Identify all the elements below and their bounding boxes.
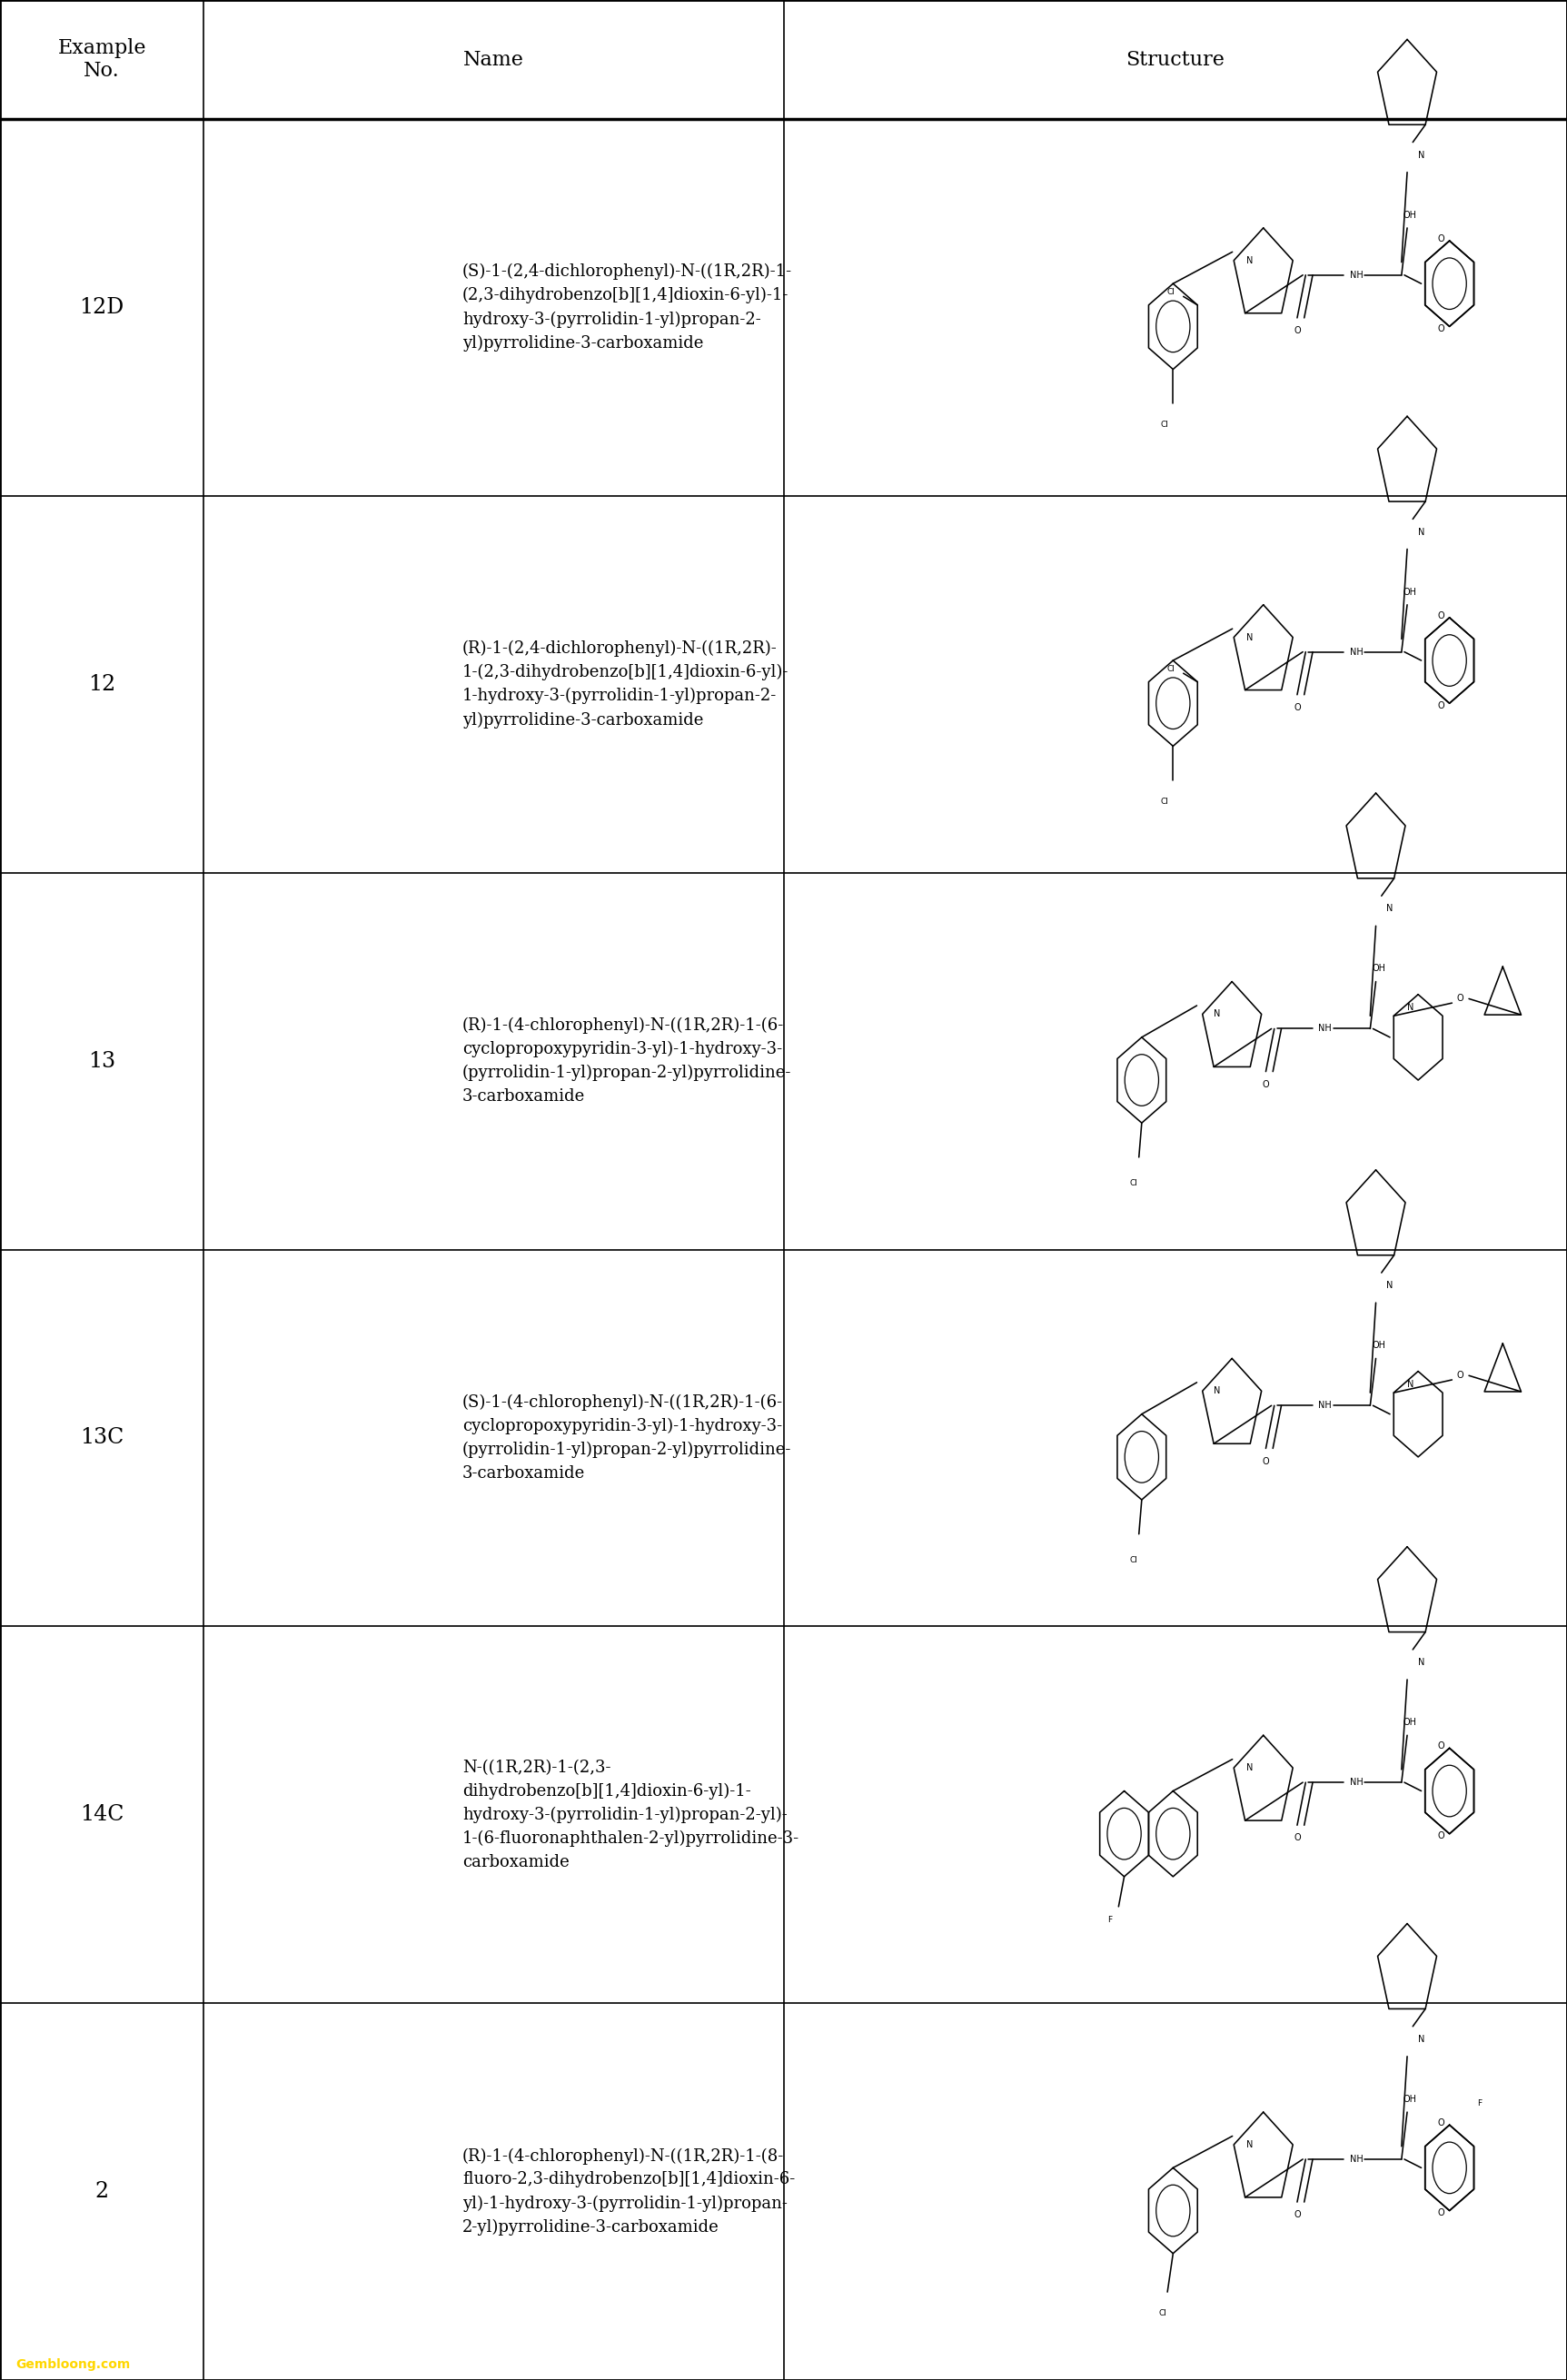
Text: NH: NH	[1349, 2154, 1363, 2163]
Text: NH: NH	[1349, 1778, 1363, 1787]
Text: OH: OH	[1371, 964, 1385, 973]
Text: O: O	[1294, 326, 1301, 336]
Text: N: N	[1213, 1388, 1221, 1395]
Text: O: O	[1294, 702, 1301, 712]
Text: N: N	[1418, 528, 1424, 536]
Text: (R)-1-(2,4-dichlorophenyl)-N-((1R,2R)-
1-(2,3-dihydrobenzo[b][1,4]dioxin-6-yl)-
: (R)-1-(2,4-dichlorophenyl)-N-((1R,2R)- 1…	[462, 640, 788, 728]
Text: 13: 13	[88, 1050, 116, 1071]
Text: O: O	[1437, 233, 1445, 243]
Text: Cl: Cl	[1130, 1178, 1138, 1188]
Text: Example
No.: Example No.	[58, 38, 146, 81]
Text: (R)-1-(4-chlorophenyl)-N-((1R,2R)-1-(8-
fluoro-2,3-dihydrobenzo[b][1,4]dioxin-6-: (R)-1-(4-chlorophenyl)-N-((1R,2R)-1-(8- …	[462, 2147, 794, 2235]
Text: O: O	[1437, 1742, 1445, 1752]
Text: Cl: Cl	[1167, 664, 1175, 674]
Text: N: N	[1246, 1764, 1252, 1773]
Text: N: N	[1418, 2035, 1424, 2044]
Text: OH: OH	[1402, 1718, 1417, 1728]
Text: NH: NH	[1318, 1023, 1332, 1033]
Text: N: N	[1387, 1280, 1393, 1290]
Text: O: O	[1294, 2211, 1301, 2221]
Text: NH: NH	[1318, 1402, 1332, 1409]
Text: N-((1R,2R)-1-(2,3-
dihydrobenzo[b][1,4]dioxin-6-yl)-1-
hydroxy-3-(pyrrolidin-1-y: N-((1R,2R)-1-(2,3- dihydrobenzo[b][1,4]d…	[462, 1759, 799, 1871]
Text: NH: NH	[1349, 271, 1363, 278]
Text: O: O	[1437, 612, 1445, 621]
Text: O: O	[1437, 2209, 1445, 2218]
Text: Gembloong.com: Gembloong.com	[16, 2359, 130, 2370]
Text: OH: OH	[1402, 2094, 1417, 2104]
Text: N: N	[1418, 150, 1424, 159]
Text: 12D: 12D	[80, 298, 124, 319]
Text: Name: Name	[464, 50, 523, 69]
Text: N: N	[1387, 904, 1393, 914]
Text: O: O	[1263, 1457, 1269, 1466]
Text: O: O	[1457, 995, 1464, 1004]
Text: NH: NH	[1349, 647, 1363, 657]
Text: Structure: Structure	[1125, 50, 1225, 69]
Text: F: F	[1108, 1916, 1113, 1923]
Text: (S)-1-(4-chlorophenyl)-N-((1R,2R)-1-(6-
cyclopropoxypyridin-3-yl)-1-hydroxy-3-
(: (S)-1-(4-chlorophenyl)-N-((1R,2R)-1-(6- …	[462, 1395, 791, 1483]
Text: N: N	[1246, 633, 1252, 643]
Text: O: O	[1437, 1830, 1445, 1840]
Text: Cl: Cl	[1130, 1557, 1138, 1564]
Text: N: N	[1246, 2140, 1252, 2149]
Text: OH: OH	[1402, 588, 1417, 597]
Text: O: O	[1437, 700, 1445, 709]
Text: Cl: Cl	[1160, 2309, 1167, 2318]
Text: 13C: 13C	[80, 1428, 124, 1449]
Text: N: N	[1407, 1380, 1413, 1388]
Text: OH: OH	[1371, 1340, 1385, 1349]
Text: OH: OH	[1402, 209, 1417, 219]
Text: 2: 2	[96, 2180, 108, 2202]
Text: N: N	[1407, 1002, 1413, 1012]
Text: O: O	[1294, 1833, 1301, 1842]
Text: Cl: Cl	[1167, 288, 1175, 295]
Text: (S)-1-(2,4-dichlorophenyl)-N-((1R,2R)-1-
(2,3-dihydrobenzo[b][1,4]dioxin-6-yl)-1: (S)-1-(2,4-dichlorophenyl)-N-((1R,2R)-1-…	[462, 264, 793, 352]
Text: 14C: 14C	[80, 1804, 124, 1825]
Text: (R)-1-(4-chlorophenyl)-N-((1R,2R)-1-(6-
cyclopropoxypyridin-3-yl)-1-hydroxy-3-
(: (R)-1-(4-chlorophenyl)-N-((1R,2R)-1-(6- …	[462, 1016, 791, 1104]
Text: N: N	[1418, 1659, 1424, 1666]
Text: O: O	[1263, 1081, 1269, 1090]
Text: N: N	[1246, 257, 1252, 264]
Text: O: O	[1457, 1371, 1464, 1380]
Text: Cl: Cl	[1161, 421, 1169, 428]
Text: F: F	[1478, 2099, 1482, 2109]
Text: Cl: Cl	[1161, 797, 1169, 807]
Text: 12: 12	[88, 674, 116, 695]
Text: N: N	[1213, 1009, 1221, 1019]
Text: O: O	[1437, 2118, 1445, 2128]
Text: O: O	[1437, 324, 1445, 333]
